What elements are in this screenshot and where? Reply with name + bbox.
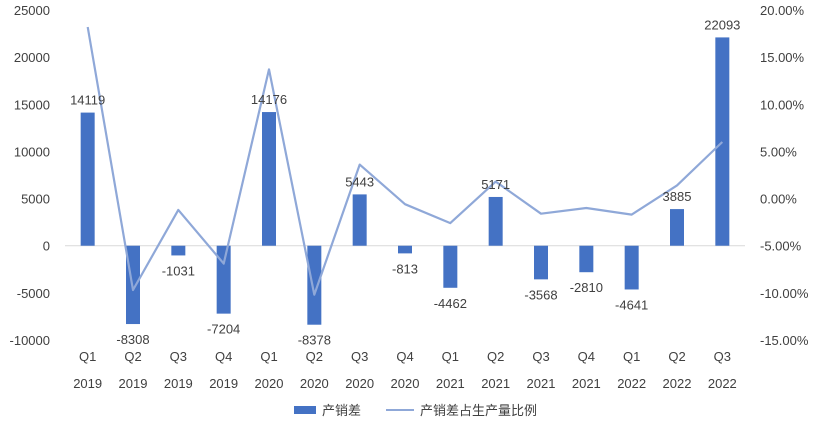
x-axis-label-year: 2020 bbox=[391, 376, 420, 391]
legend: 产销差 产销差占生产量比例 bbox=[294, 403, 537, 418]
bar bbox=[80, 112, 95, 246]
left-axis-tick-label: 0 bbox=[43, 239, 50, 254]
x-axis-label-year: 2019 bbox=[73, 376, 102, 391]
left-axis-tick-label: 5000 bbox=[21, 192, 50, 207]
bar bbox=[352, 194, 367, 246]
right-axis-tick-label: 5.00% bbox=[760, 144, 797, 159]
bar-data-label: -813 bbox=[392, 261, 418, 276]
bar bbox=[579, 245, 594, 273]
left-axis-tick-label: 15000 bbox=[14, 97, 50, 112]
left-axis-tick-label: 10000 bbox=[14, 144, 50, 159]
legend-swatch-bar bbox=[294, 406, 316, 414]
x-axis-label-quarter: Q3 bbox=[170, 349, 187, 364]
bar bbox=[488, 196, 503, 246]
right-axis-tick-label: 10.00% bbox=[760, 97, 805, 112]
bar-series bbox=[80, 37, 730, 325]
bar-data-label: 5443 bbox=[345, 174, 374, 189]
x-axis-label-year: 2022 bbox=[663, 376, 692, 391]
bar-data-label: 5171 bbox=[481, 177, 510, 192]
x-axis-label-quarter: Q3 bbox=[351, 349, 368, 364]
x-axis-label-quarter: Q2 bbox=[668, 349, 685, 364]
bar-data-label: -1031 bbox=[162, 263, 195, 278]
left-axis: 25000 20000 15000 10000 5000 0 -5000 -10000 bbox=[10, 3, 50, 348]
x-axis-label-quarter: Q4 bbox=[578, 349, 595, 364]
bar-data-label: -8308 bbox=[116, 332, 149, 347]
bar bbox=[216, 245, 231, 314]
x-axis-label-year: 2021 bbox=[436, 376, 465, 391]
bar bbox=[307, 245, 322, 325]
left-axis-tick-label: 20000 bbox=[14, 50, 50, 65]
right-axis: 20.00% 15.00% 10.00% 5.00% 0.00% -5.00% -10.00… bbox=[760, 3, 809, 348]
x-axis-label-year: 2019 bbox=[164, 376, 193, 391]
x-axis-label-quarter: Q3 bbox=[714, 349, 731, 364]
bar bbox=[443, 245, 458, 288]
bar-data-label: -4641 bbox=[615, 297, 648, 312]
x-axis-label-year: 2021 bbox=[527, 376, 556, 391]
ratio-line bbox=[86, 26, 724, 296]
bar bbox=[262, 112, 276, 246]
bar-data-label: -2810 bbox=[570, 280, 603, 295]
legend-label-bar: 产销差 bbox=[322, 403, 361, 418]
bar-data-label: 3885 bbox=[663, 189, 692, 204]
x-axis-label-year: 2021 bbox=[481, 376, 510, 391]
x-axis-label-year: 2019 bbox=[209, 376, 238, 391]
x-axis-label-quarter: Q2 bbox=[487, 349, 504, 364]
bar-data-label: -4462 bbox=[434, 296, 467, 311]
left-axis-tick-label: -5000 bbox=[17, 286, 50, 301]
x-axis-label-quarter: Q2 bbox=[124, 349, 141, 364]
right-axis-tick-label: -15.00% bbox=[760, 333, 809, 348]
x-axis-label-quarter: Q3 bbox=[532, 349, 549, 364]
x-axis-label-quarter: Q2 bbox=[306, 349, 323, 364]
bar bbox=[171, 245, 186, 256]
bar-data-labels: 14119 -8308 -1031 -7204 14176 -8378 5443 -813 -4… bbox=[70, 17, 740, 347]
legend-label-line: 产销差占生产量比例 bbox=[420, 403, 537, 418]
bar-data-label: -8378 bbox=[298, 333, 331, 348]
x-axis-label-year: 2019 bbox=[119, 376, 148, 391]
x-axis-label-year: 2021 bbox=[572, 376, 601, 391]
bar bbox=[624, 245, 639, 290]
x-axis-labels: Q1 2019 Q2 2019 Q3 2019 Q4 2019 Q1 2020 Q2 2020 Q3 20… bbox=[73, 349, 737, 391]
bar-data-label: -7204 bbox=[207, 322, 240, 337]
bar bbox=[715, 37, 730, 246]
bar-data-label: 14119 bbox=[70, 93, 105, 108]
right-axis-tick-label: -10.00% bbox=[760, 286, 809, 301]
x-axis-label-quarter: Q4 bbox=[215, 349, 232, 364]
right-axis-tick-label: -5.00% bbox=[760, 239, 802, 254]
x-axis-label-quarter: Q1 bbox=[260, 349, 277, 364]
right-axis-tick-label: 15.00% bbox=[760, 50, 805, 65]
left-axis-tick-label: 25000 bbox=[14, 3, 50, 18]
x-axis-label-year: 2022 bbox=[617, 376, 646, 391]
x-axis-label-year: 2020 bbox=[345, 376, 374, 391]
bar-data-label: -3568 bbox=[524, 287, 557, 302]
x-axis-label-quarter: Q1 bbox=[442, 349, 459, 364]
bar bbox=[534, 245, 548, 280]
right-axis-tick-label: 20.00% bbox=[760, 3, 805, 18]
bar-data-label: 22093 bbox=[704, 17, 740, 32]
bar-data-label: 14176 bbox=[251, 92, 287, 107]
left-axis-tick-label: -10000 bbox=[10, 333, 50, 348]
bar bbox=[398, 245, 412, 254]
x-axis-label-year: 2022 bbox=[708, 376, 737, 391]
x-axis-label-quarter: Q1 bbox=[79, 349, 96, 364]
x-axis-label-quarter: Q4 bbox=[396, 349, 413, 364]
line-series bbox=[86, 26, 724, 296]
right-axis-tick-label: 0.00% bbox=[760, 192, 797, 207]
x-axis-label-year: 2020 bbox=[255, 376, 284, 391]
x-axis-label-year: 2020 bbox=[300, 376, 329, 391]
x-axis-label-quarter: Q1 bbox=[623, 349, 640, 364]
bar bbox=[670, 209, 684, 246]
